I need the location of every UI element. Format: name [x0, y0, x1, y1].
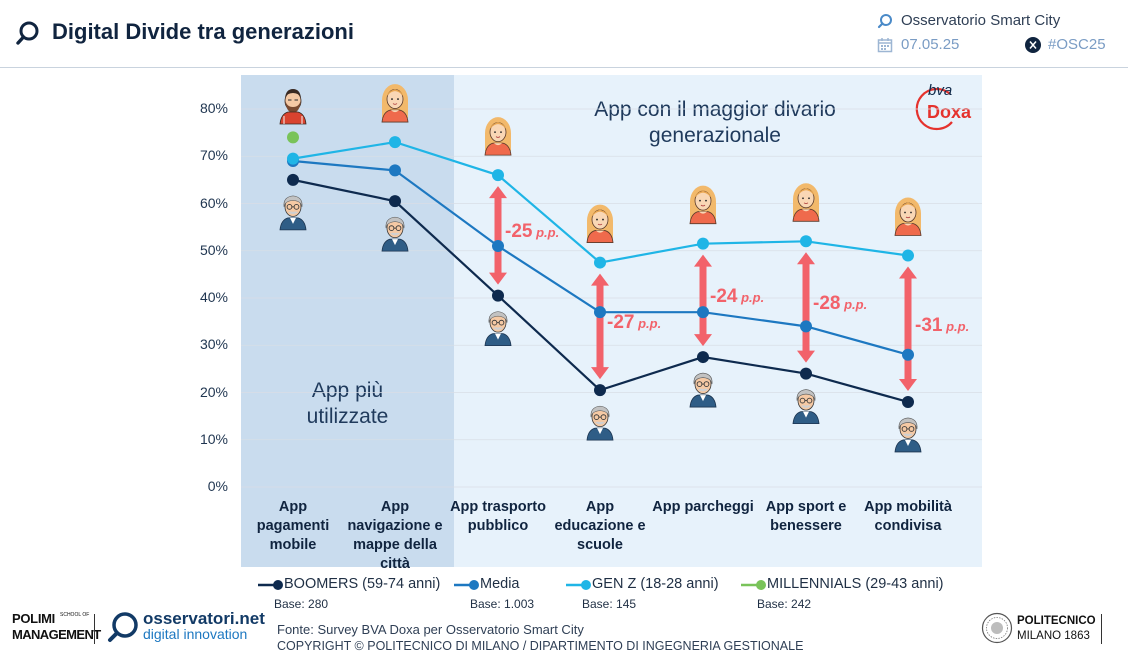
- gap-unit: p.p.: [942, 318, 970, 334]
- x-category-line: App: [278, 499, 308, 515]
- gap-label: -25 p.p.: [505, 221, 559, 243]
- legend-swatch-icon: [566, 580, 591, 590]
- y-tick-label: 0%: [207, 478, 228, 494]
- polimi-management-text: MANAGEMENT: [12, 627, 101, 642]
- region-label-line: App con il maggior divario: [594, 98, 836, 121]
- region-most-used: [241, 75, 454, 567]
- x-category-label: App parcheggi: [648, 498, 758, 517]
- legend-label: MILLENNIALS (29-43 anni): [767, 576, 944, 592]
- y-tick-label: 60%: [199, 194, 228, 211]
- gap-unit: p.p.: [840, 297, 868, 313]
- page-title: Digital Divide tra generazioni: [52, 19, 354, 44]
- x-category-line: App parcheggi: [652, 499, 754, 515]
- x-category-line: educazione e: [554, 518, 646, 534]
- legend-swatch-icon: [741, 580, 766, 590]
- x-category-label: App mobilità condivisa: [853, 498, 963, 536]
- legend-base: Base: 1.003: [470, 597, 535, 611]
- x-category-line: App trasporto: [450, 499, 546, 515]
- gap-unit: p.p.: [634, 316, 662, 332]
- x-category-line: condivisa: [874, 518, 942, 534]
- legend-swatch-icon: [454, 580, 479, 590]
- footer-divider: [94, 614, 95, 644]
- x-logo-icon[interactable]: [1025, 37, 1041, 53]
- politecnico-name: POLITECNICO: [1017, 615, 1096, 627]
- legend-swatch-icon: [258, 580, 283, 590]
- footer-source: Fonte: Survey BVA Doxa per Osservatorio …: [277, 622, 584, 637]
- y-tick-label: 50%: [199, 241, 228, 258]
- polimi-text: POLIMI: [12, 611, 55, 626]
- x-category-label: App educazione e scuole: [545, 498, 655, 555]
- legend-label: BOOMERS (59-74 anni): [284, 576, 441, 592]
- y-tick-label: 80%: [199, 100, 228, 116]
- polimi-management-logo: POLIMI SCHOOL OF MANAGEMENT: [12, 611, 101, 647]
- x-category-line: navigazione e: [347, 518, 443, 534]
- legend-base: Base: 145: [582, 597, 637, 611]
- y-tick-label: 40%: [199, 289, 228, 305]
- x-category-label: App pagamenti mobile: [238, 498, 348, 555]
- gap-value: -25: [505, 221, 533, 243]
- hashtag-link[interactable]: #OSC25: [1048, 36, 1106, 53]
- legend-base: Base: 280: [274, 597, 329, 611]
- x-category-label: App navigazione e mappe della città: [340, 498, 450, 574]
- region-label-line: App più: [311, 379, 384, 402]
- header-divider: [0, 67, 1128, 68]
- region-label-line: generazionale: [649, 124, 781, 147]
- gap-unit: p.p.: [532, 225, 560, 241]
- y-tick-label: 20%: [199, 383, 228, 400]
- gap-value: -28: [813, 293, 841, 315]
- y-tick-label: 10%: [199, 430, 228, 447]
- x-category-label: App sport e benessere: [751, 498, 861, 536]
- x-category-line: pubblico: [467, 518, 529, 534]
- footer-copyright: COPYRIGHT © POLITECNICO DI MILANO / DIPA…: [277, 639, 804, 653]
- gap-label: -28 p.p.: [813, 293, 867, 315]
- legend-label: GEN Z (18-28 anni): [592, 576, 719, 592]
- gap-label: -31 p.p.: [915, 315, 969, 337]
- gap-value: -31: [915, 314, 943, 336]
- x-category-line: App: [380, 499, 410, 515]
- region-label-largest-gap: App con il maggior divario generazionale: [540, 97, 890, 149]
- x-category-line: benessere: [770, 518, 842, 534]
- x-category-line: mappe della: [353, 537, 437, 553]
- gap-label: -27 p.p.: [607, 312, 661, 334]
- osservatori-name: osservatori.net: [143, 609, 265, 628]
- doxa-logo: bva Doxa: [912, 82, 976, 132]
- footer-divider: [1101, 614, 1102, 644]
- x-category-line: scuole: [577, 537, 623, 553]
- magnifier-icon: [877, 14, 892, 29]
- osservatori-tagline: digital innovation: [143, 626, 248, 642]
- doxa-bva-text: bva: [928, 82, 953, 99]
- polimi-school-text: SCHOOL OF: [60, 612, 90, 618]
- x-category-line: pagamenti: [256, 518, 330, 534]
- doxa-ring-icon: [915, 87, 953, 131]
- x-category-line: App mobilità: [864, 499, 952, 515]
- x-category-line: App sport e: [765, 499, 847, 515]
- politecnico-year: MILANO 1863: [1017, 630, 1090, 642]
- y-tick-label: 70%: [199, 147, 228, 164]
- region-label-line: utilizzate: [306, 405, 389, 428]
- date-text: 07.05.25: [901, 36, 960, 53]
- calendar-icon: [877, 38, 893, 53]
- osservatori-logo-icon: [108, 612, 138, 642]
- region-label-most-used: App più utilizzate: [241, 378, 454, 430]
- y-tick-label: 30%: [199, 336, 228, 353]
- gap-label: -24 p.p.: [710, 286, 764, 308]
- doxa-name-text: Doxa: [927, 102, 972, 122]
- magnifier-icon: [16, 21, 39, 45]
- gap-unit: p.p.: [737, 290, 765, 306]
- x-category-label: App trasporto pubblico: [443, 498, 553, 536]
- gap-value: -27: [607, 312, 635, 334]
- gap-value: -24: [710, 286, 738, 308]
- politecnico-seal-icon: [981, 612, 1013, 644]
- x-category-line: mobile: [269, 537, 317, 553]
- legend-base: Base: 242: [757, 597, 812, 611]
- x-category-line: App: [585, 499, 615, 515]
- x-category-line: città: [380, 556, 410, 572]
- legend-label: Media: [480, 576, 520, 592]
- org-name: Osservatorio Smart City: [901, 12, 1061, 29]
